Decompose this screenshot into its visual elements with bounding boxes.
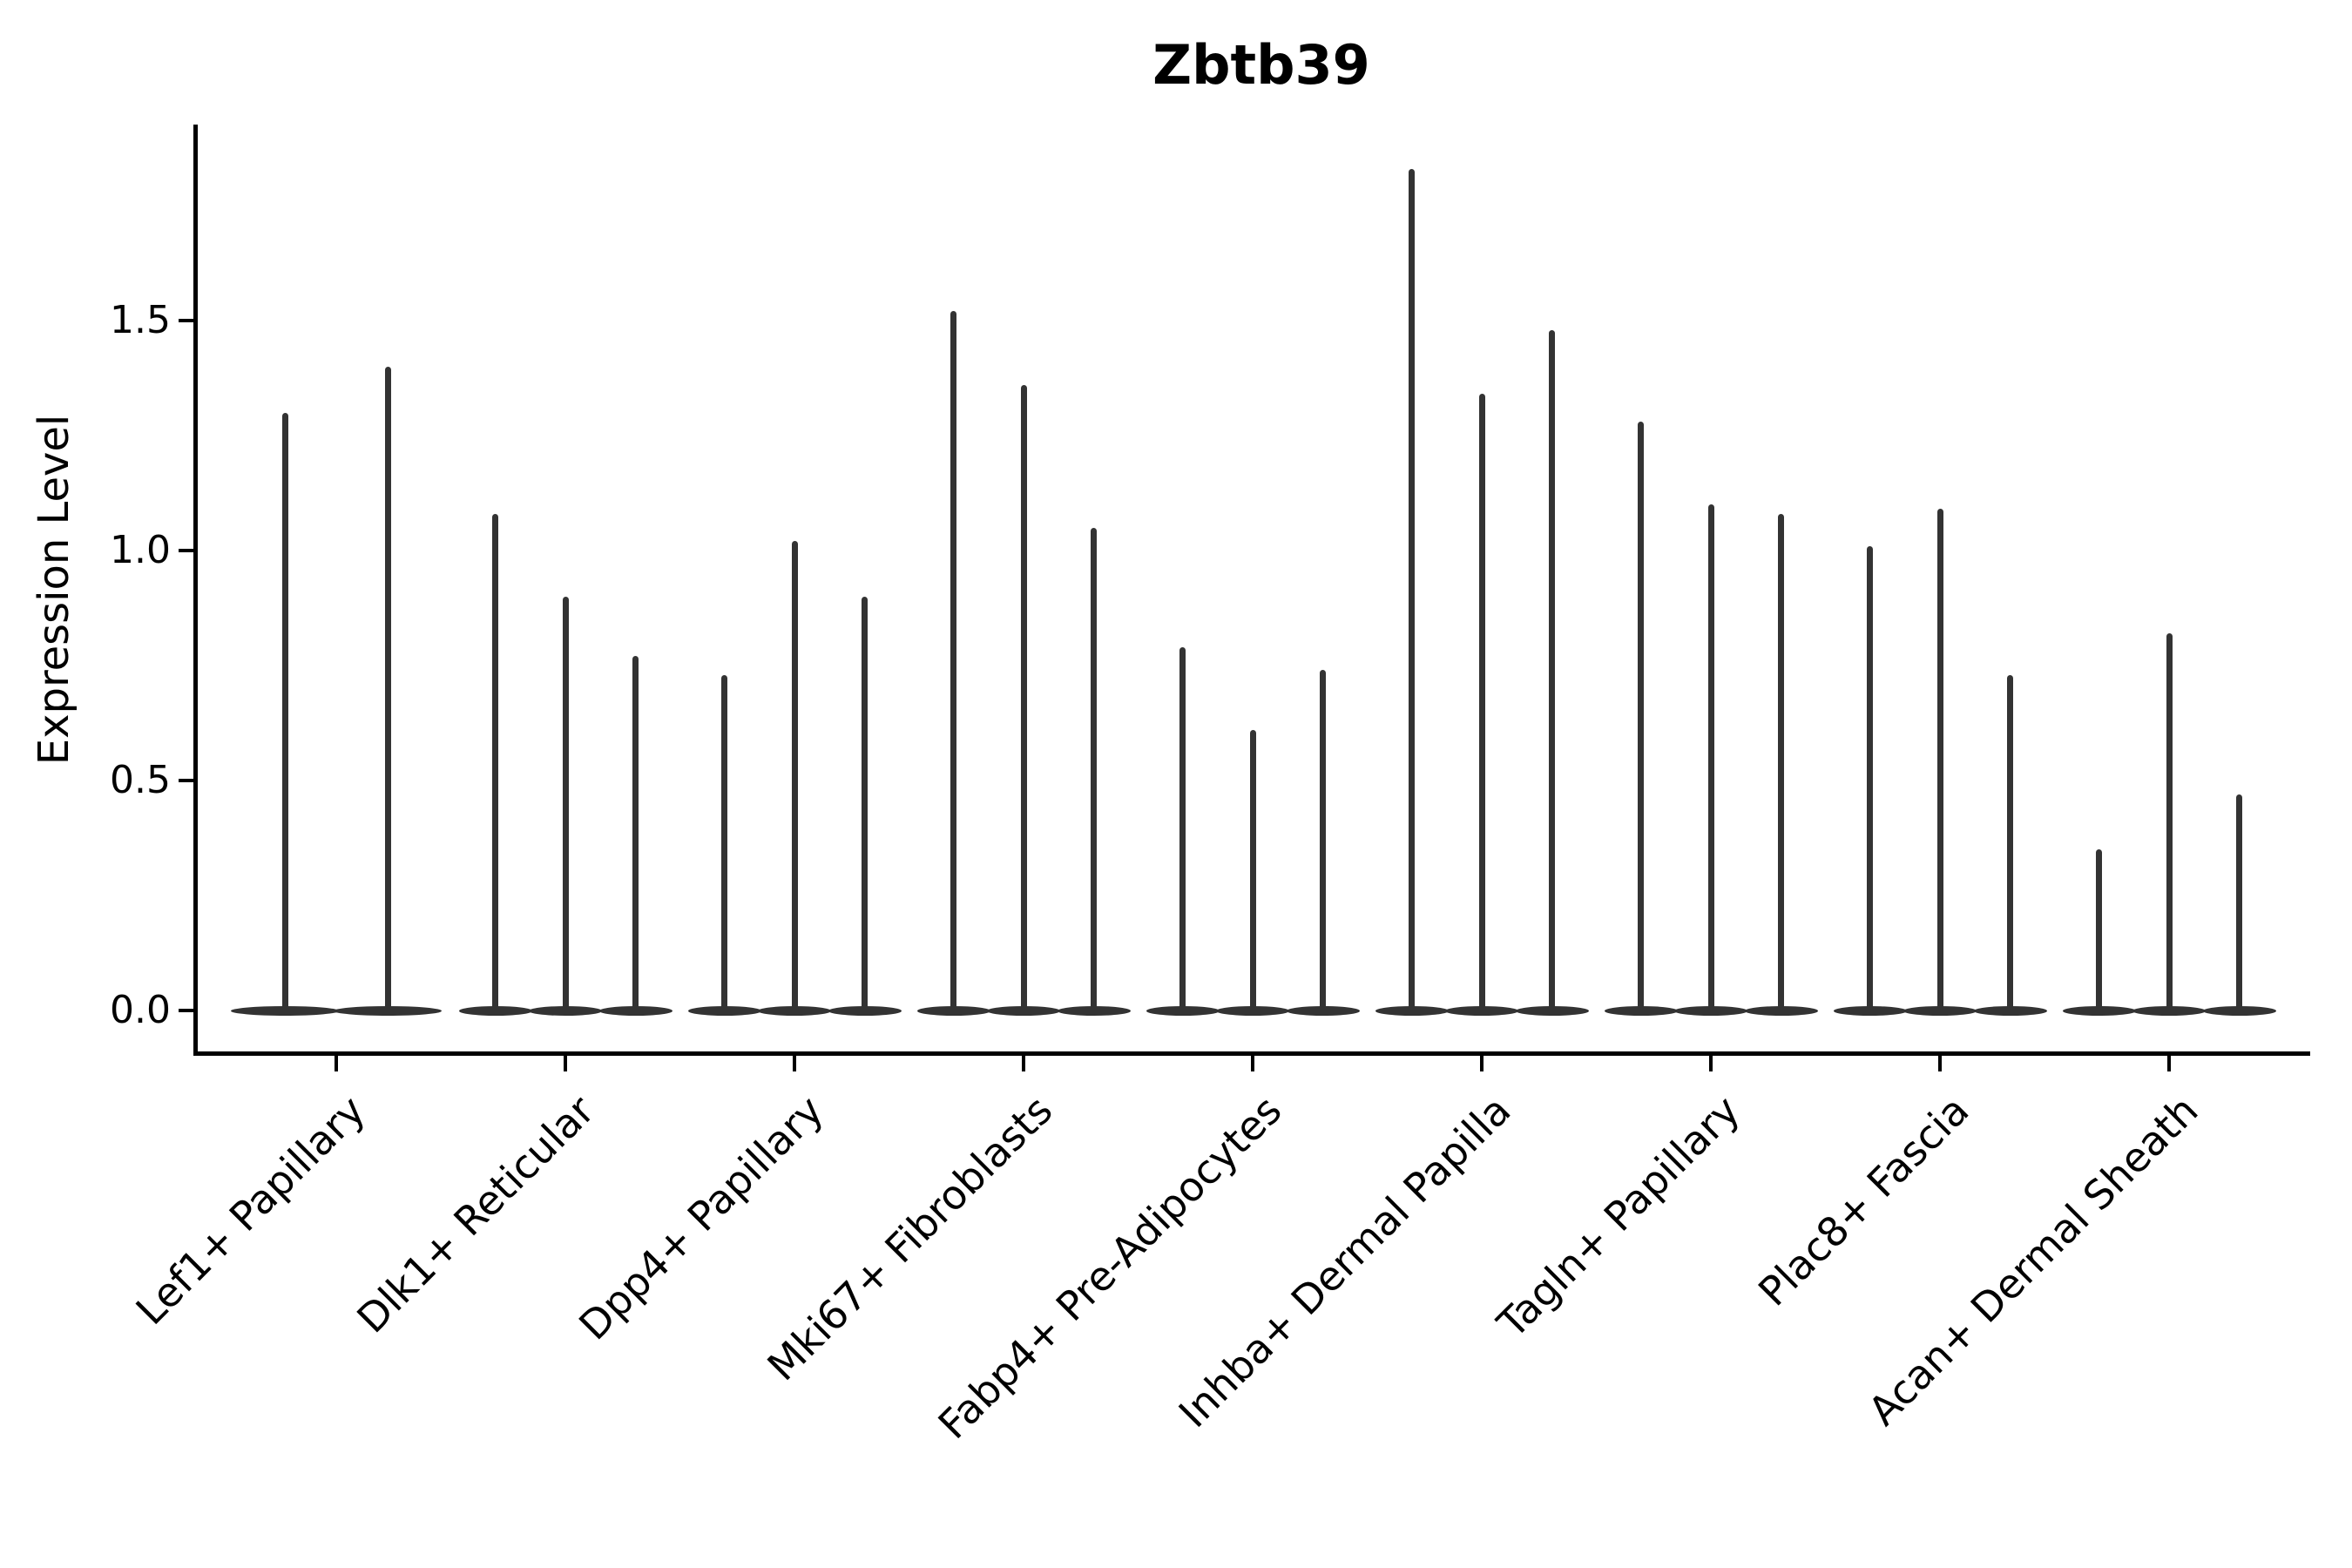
violin-spike (1778, 513, 1784, 1010)
violin-spike (384, 366, 391, 1010)
x-tick-mark (793, 1056, 796, 1071)
x-tick-mark (564, 1056, 567, 1071)
violin-spike (791, 541, 798, 1010)
violin-baseline (1744, 1005, 1818, 1016)
violin-spike (1867, 545, 1873, 1010)
violin-baseline (1216, 1005, 1289, 1016)
x-tick-label: Plac8+ Fascia (1749, 1086, 1978, 1315)
violin-spike (632, 656, 639, 1010)
violin-baseline (1973, 1005, 2047, 1016)
violin-baseline (916, 1005, 990, 1016)
x-tick-label: Dpp4+ Papillary (570, 1086, 833, 1349)
y-axis-label: Expression Level (30, 414, 78, 766)
violin-spike (1320, 670, 1326, 1010)
violin-spike (2096, 849, 2102, 1010)
violin-baseline (2132, 1005, 2206, 1016)
violin-spike (1179, 646, 1186, 1010)
violin-baseline (334, 1005, 442, 1016)
violin-baseline (1445, 1005, 1518, 1016)
y-tick-mark (179, 779, 193, 782)
violin-baseline (987, 1005, 1060, 1016)
x-tick-mark (1709, 1056, 1713, 1071)
y-tick-label: 1.5 (110, 298, 171, 342)
x-tick-label: Lef1+ Papillary (126, 1086, 375, 1335)
violin-baseline (529, 1005, 602, 1016)
violin-spike (492, 513, 498, 1010)
violin-baseline (1146, 1005, 1220, 1016)
violin-spike (721, 674, 727, 1010)
violin-spike (562, 596, 569, 1010)
x-tick-label: Dlk1+ Reticular (348, 1086, 604, 1342)
violin-baseline (1057, 1005, 1131, 1016)
violin-baseline (1674, 1005, 1747, 1016)
y-tick-mark (179, 1009, 193, 1012)
violin-spike (2007, 674, 2013, 1010)
x-tick-mark (335, 1056, 338, 1071)
violin-baseline (1515, 1005, 1589, 1016)
x-tick-mark (1251, 1056, 1254, 1071)
violin-baseline (758, 1005, 831, 1016)
violin-baseline (2062, 1005, 2136, 1016)
violin-spike (1091, 527, 1097, 1010)
x-tick-mark (1480, 1056, 1484, 1071)
violin-spike (1409, 168, 1415, 1010)
x-tick-mark (2167, 1056, 2171, 1071)
violin-spike (1638, 422, 1644, 1010)
chart-title: Zbtb39 (1152, 33, 1370, 97)
y-tick-mark (179, 319, 193, 322)
x-axis-spine (193, 1051, 2310, 1056)
y-tick-mark (179, 549, 193, 552)
violin-spike (862, 596, 868, 1010)
y-tick-label: 1.0 (110, 528, 171, 572)
violin-spike (950, 311, 956, 1010)
violin-baseline (2202, 1005, 2276, 1016)
violin-spike (1249, 729, 1256, 1010)
violin-baseline (1833, 1005, 1907, 1016)
violin-spike (2236, 794, 2242, 1010)
y-tick-label: 0.5 (110, 758, 171, 802)
violin-baseline (1286, 1005, 1360, 1016)
y-axis-spine (193, 125, 198, 1056)
violin-spike (1478, 394, 1485, 1010)
violin-baseline (828, 1005, 902, 1016)
violin-spike (1549, 329, 1555, 1010)
violin-baseline (687, 1005, 761, 1016)
violin-spike (1707, 504, 1714, 1010)
violin-baseline (1604, 1005, 1678, 1016)
violin-baseline (231, 1005, 339, 1016)
x-tick-mark (1938, 1056, 1942, 1071)
violin-spike (281, 412, 288, 1010)
y-tick-label: 0.0 (110, 988, 171, 1032)
violin-spike (1936, 509, 1943, 1010)
violin-baseline (1375, 1005, 1449, 1016)
x-tick-mark (1022, 1056, 1025, 1071)
violin-baseline (598, 1005, 672, 1016)
violin-spike (2166, 633, 2173, 1010)
violin-baseline (1903, 1005, 1977, 1016)
violin-spike (1020, 384, 1027, 1010)
x-tick-label: Tagln+ Papillary (1488, 1086, 1749, 1348)
violin-baseline (458, 1005, 532, 1016)
